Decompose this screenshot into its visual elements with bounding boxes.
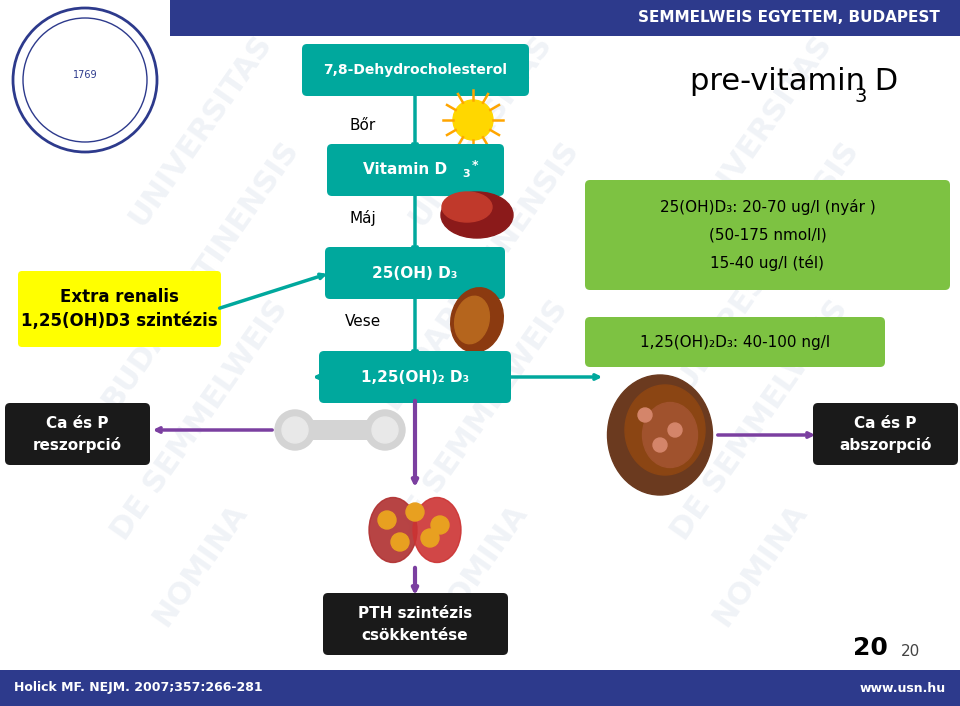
FancyBboxPatch shape: [293, 420, 387, 440]
Ellipse shape: [625, 385, 705, 475]
Ellipse shape: [441, 192, 513, 238]
Text: 7,8-Dehydrocholesterol: 7,8-Dehydrocholesterol: [323, 63, 507, 77]
Circle shape: [13, 8, 157, 152]
Text: reszorpció: reszorpció: [33, 437, 122, 453]
FancyBboxPatch shape: [302, 44, 529, 96]
Text: DE SEMMELWEIS: DE SEMMELWEIS: [666, 294, 853, 545]
Circle shape: [275, 410, 315, 450]
Text: 1,25(OH)₂ D₃: 1,25(OH)₂ D₃: [361, 369, 469, 385]
Ellipse shape: [642, 402, 698, 467]
Text: SEMMELWEIS EGYETEM, BUDAPEST: SEMMELWEIS EGYETEM, BUDAPEST: [638, 11, 940, 25]
Text: Vitamin D: Vitamin D: [363, 162, 447, 177]
Text: 20: 20: [852, 636, 887, 660]
FancyBboxPatch shape: [327, 144, 504, 196]
Text: BUDAPESTINENSIS: BUDAPESTINENSIS: [376, 136, 584, 414]
Bar: [0, 670, 960, 706]
FancyBboxPatch shape: [18, 271, 221, 347]
Text: 3: 3: [855, 87, 868, 105]
Text: NOMINA: NOMINA: [427, 498, 533, 631]
Text: Extra renalis: Extra renalis: [60, 288, 179, 306]
Ellipse shape: [369, 498, 417, 563]
FancyBboxPatch shape: [319, 351, 511, 403]
Text: UNIVERSITAS: UNIVERSITAS: [684, 29, 837, 231]
Circle shape: [282, 417, 308, 443]
Text: 20: 20: [900, 645, 920, 659]
Text: csökkentése: csökkentése: [362, 628, 468, 643]
Text: 1,25(OH)₂D₃: 40-100 ng/l: 1,25(OH)₂D₃: 40-100 ng/l: [640, 335, 830, 349]
Text: Ca és P: Ca és P: [854, 416, 917, 431]
Text: *: *: [472, 160, 478, 172]
Text: Vese: Vese: [345, 314, 381, 330]
Circle shape: [421, 529, 439, 547]
Text: DE SEMMELWEIS: DE SEMMELWEIS: [386, 294, 574, 545]
Text: www.usn.hu: www.usn.hu: [860, 681, 946, 695]
FancyBboxPatch shape: [325, 247, 505, 299]
Text: 3: 3: [462, 169, 469, 179]
Text: (50-175 nmol/l): (50-175 nmol/l): [708, 227, 827, 242]
Circle shape: [668, 423, 682, 437]
Circle shape: [431, 516, 449, 534]
Circle shape: [365, 410, 405, 450]
Ellipse shape: [450, 288, 503, 352]
Circle shape: [406, 503, 424, 521]
Text: 15-40 ug/l (tél): 15-40 ug/l (tél): [710, 255, 825, 271]
Circle shape: [391, 533, 409, 551]
Text: UNIVERSITAS: UNIVERSITAS: [403, 29, 557, 231]
Text: BUDAPESTINENSIS: BUDAPESTINENSIS: [96, 136, 303, 414]
Text: Bőr: Bőr: [349, 117, 376, 133]
Circle shape: [653, 438, 667, 452]
Ellipse shape: [413, 498, 461, 563]
FancyBboxPatch shape: [5, 403, 150, 465]
Text: abszorpció: abszorpció: [839, 437, 932, 453]
Ellipse shape: [455, 297, 490, 344]
Text: NOMINA: NOMINA: [148, 498, 252, 631]
Text: Ca és P: Ca és P: [46, 416, 108, 431]
Text: NOMINA: NOMINA: [708, 498, 812, 631]
Bar: [170, 0, 960, 36]
Text: 1,25(OH)D3 szintézis: 1,25(OH)D3 szintézis: [21, 312, 218, 330]
Text: Holick MF. NEJM. 2007;357:266-281: Holick MF. NEJM. 2007;357:266-281: [14, 681, 263, 695]
FancyBboxPatch shape: [585, 317, 885, 367]
Text: 25(OH) D₃: 25(OH) D₃: [372, 265, 458, 280]
FancyBboxPatch shape: [813, 403, 958, 465]
FancyBboxPatch shape: [323, 593, 508, 655]
Text: UNIVERSITAS: UNIVERSITAS: [123, 29, 276, 231]
Text: PTH szintézis: PTH szintézis: [358, 606, 472, 621]
Text: 1769: 1769: [73, 70, 97, 80]
Text: Máj: Máj: [349, 210, 376, 226]
Text: pre-vitamin D: pre-vitamin D: [690, 68, 899, 97]
Text: DE SEMMELWEIS: DE SEMMELWEIS: [107, 294, 294, 545]
Ellipse shape: [608, 375, 712, 495]
Circle shape: [378, 511, 396, 529]
Ellipse shape: [442, 192, 492, 222]
Text: BUDAPESTINENSIS: BUDAPESTINENSIS: [657, 136, 864, 414]
Circle shape: [372, 417, 398, 443]
Circle shape: [453, 100, 493, 140]
Circle shape: [638, 408, 652, 422]
FancyBboxPatch shape: [585, 180, 950, 290]
Text: 25(OH)D₃: 20-70 ug/l (nyár ): 25(OH)D₃: 20-70 ug/l (nyár ): [660, 199, 876, 215]
